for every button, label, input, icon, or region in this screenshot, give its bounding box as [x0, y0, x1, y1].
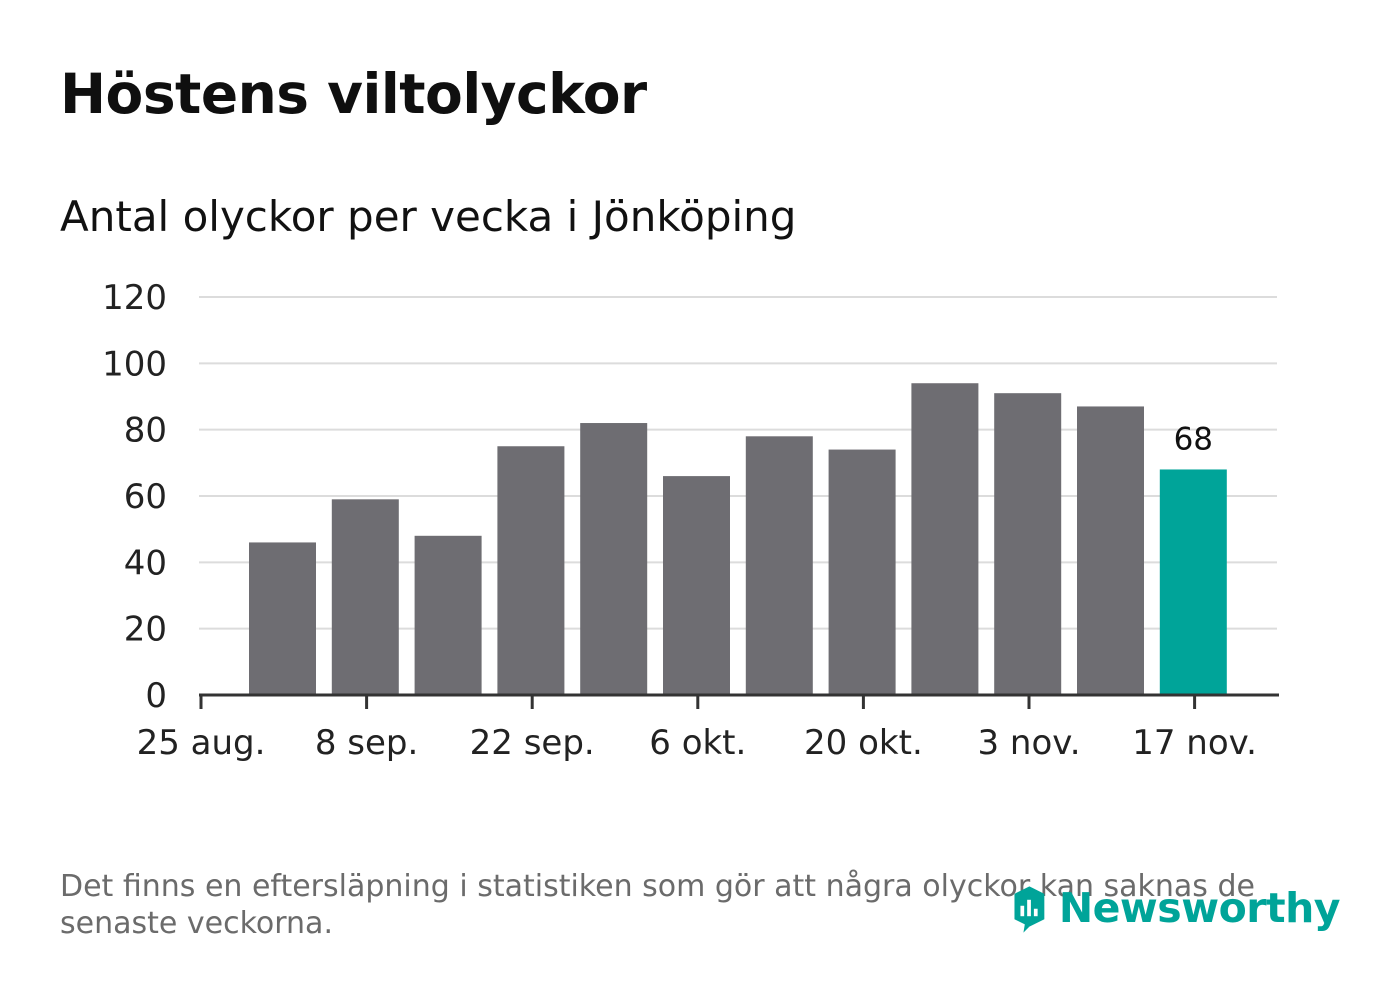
y-tick-label: 100: [102, 344, 167, 384]
y-tick-label: 60: [124, 477, 167, 517]
x-tick-label: 25 aug.: [137, 723, 266, 763]
y-tick-label: 80: [124, 411, 167, 451]
x-tick-label: 20 okt.: [804, 723, 923, 763]
x-tick-label: 8 sep.: [315, 723, 418, 763]
x-tick-label: 17 nov.: [1132, 723, 1257, 763]
bar-v37: [414, 535, 482, 695]
y-tick-label: 120: [102, 278, 167, 318]
bar-v41: [745, 436, 813, 695]
y-tick-label: 40: [124, 543, 167, 583]
chart-subtitle: Antal olyckor per vecka i Jönköping: [60, 192, 797, 241]
bar-v46: [1159, 469, 1227, 695]
logo-text: Newsworthy: [1058, 884, 1341, 932]
newsworthy-logo-icon: [1014, 886, 1045, 933]
x-tick-label: 6 okt.: [649, 723, 746, 763]
data-label: 68: [1174, 421, 1213, 457]
x-tick-label: 3 nov.: [977, 723, 1080, 763]
bar-v43: [911, 383, 979, 695]
y-tick-label: 20: [124, 610, 167, 650]
newsworthy-logo: Newsworthy: [1010, 872, 1341, 944]
bar-v42: [828, 449, 896, 695]
bar-v40: [663, 476, 730, 695]
bar-v39: [580, 423, 648, 695]
x-tick-label: 22 sep.: [470, 723, 595, 763]
chart-title: Höstens viltolyckor: [60, 62, 647, 126]
bar-v44: [994, 393, 1062, 695]
bar-v36: [331, 499, 399, 695]
y-tick-label: 0: [145, 676, 167, 716]
bar-v35: [249, 542, 316, 695]
bar-v45: [1077, 406, 1144, 695]
bar-v38: [497, 446, 565, 695]
footnote: Det finns en eftersläpning i statistiken…: [60, 869, 1255, 941]
